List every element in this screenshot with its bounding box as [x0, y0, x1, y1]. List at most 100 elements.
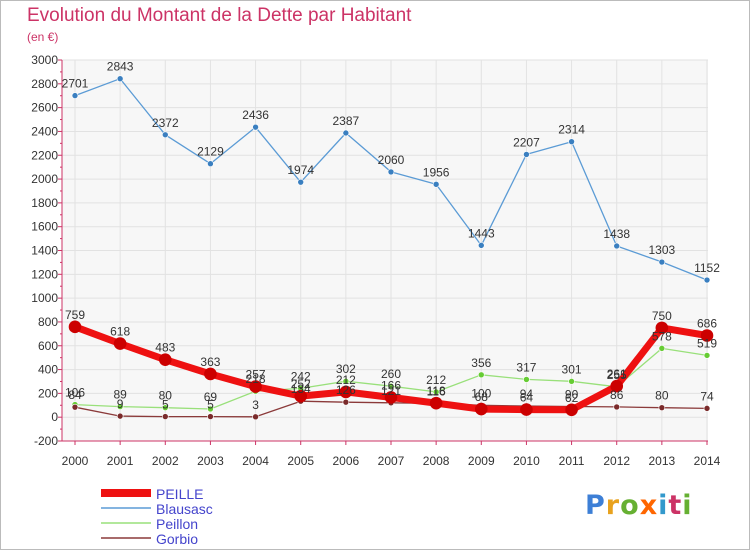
- data-label-peillon: 218: [246, 372, 266, 386]
- data-label-peille: 252: [291, 377, 311, 391]
- data-point-peillon: [658, 345, 666, 352]
- data-point-peillon: [116, 403, 124, 410]
- data-label-peille: 64: [520, 391, 534, 405]
- data-label-gorbio: 126: [336, 383, 356, 397]
- data-label-gorbio: 116: [427, 384, 446, 398]
- x-tick-label: 2005: [287, 454, 314, 468]
- data-point-gorbio: [342, 398, 350, 406]
- data-label-peille: 618: [110, 325, 130, 339]
- data-point-gorbio: [71, 403, 79, 411]
- data-label-blausasc: 2207: [513, 135, 540, 149]
- data-point-peille: [474, 402, 488, 416]
- data-point-peillon: [523, 376, 530, 383]
- data-point-peille: [68, 320, 82, 334]
- data-label-peille: 62: [565, 391, 579, 405]
- data-label-peillon: 255: [607, 368, 627, 382]
- data-label-gorbio: 5: [207, 398, 214, 412]
- legend-label-blausasc: Blausasc: [156, 501, 213, 517]
- data-label-peillon: 212: [426, 373, 446, 387]
- data-label-blausasc: 1956: [423, 165, 450, 179]
- data-point-blausasc: [297, 178, 305, 186]
- data-point-peillon: [342, 377, 350, 385]
- data-point-blausasc: [342, 129, 350, 137]
- data-label-blausasc: 1974: [287, 163, 314, 177]
- data-point-peille: [565, 403, 578, 417]
- legend-label-peillon: Peillon: [156, 516, 198, 532]
- data-label-peillon: 519: [697, 336, 717, 350]
- data-point-gorbio: [658, 404, 666, 411]
- data-point-peille: [294, 389, 308, 403]
- data-point-blausasc: [252, 123, 259, 131]
- data-point-blausasc: [523, 151, 530, 158]
- data-label-gorbio: 121: [381, 384, 401, 398]
- data-point-blausasc: [207, 160, 214, 168]
- data-label-peillon: 80: [159, 389, 173, 403]
- x-tick-label: 2004: [242, 454, 269, 468]
- data-point-gorbio: [703, 405, 711, 412]
- y-tick-label: 600: [38, 339, 58, 353]
- data-label-peillon: 356: [471, 356, 491, 370]
- data-point-gorbio: [116, 412, 124, 420]
- data-label-peillon: 301: [562, 362, 582, 376]
- x-tick-label: 2000: [62, 454, 89, 468]
- data-label-peille: 759: [65, 308, 85, 322]
- x-tick-label: 2010: [513, 454, 540, 468]
- data-point-blausasc: [568, 138, 575, 145]
- y-tick-label: 1600: [31, 220, 58, 234]
- y-tick-label: 2400: [31, 124, 58, 138]
- x-tick-label: 2007: [378, 454, 405, 468]
- data-label-peillon: 106: [65, 386, 85, 400]
- data-label-peille: 363: [200, 355, 220, 369]
- data-label-blausasc: 2436: [242, 108, 269, 122]
- y-tick-label: 1800: [31, 196, 58, 210]
- data-label-peillon: 69: [204, 390, 218, 404]
- data-label-blausasc: 1443: [468, 226, 495, 240]
- data-label-peille: 686: [697, 317, 717, 331]
- x-tick-label: 2012: [603, 454, 630, 468]
- x-tick-label: 2008: [423, 454, 450, 468]
- y-tick-label: 2600: [31, 101, 58, 115]
- data-label-blausasc: 2372: [152, 116, 179, 130]
- data-label-peillon: 317: [516, 360, 536, 374]
- data-label-peille: 118: [427, 384, 446, 398]
- data-point-gorbio: [613, 403, 621, 411]
- data-label-gorbio: 100: [471, 386, 491, 400]
- data-point-peille: [520, 403, 533, 416]
- data-label-blausasc: 2843: [107, 60, 134, 74]
- data-label-blausasc: 1303: [649, 243, 676, 257]
- y-tick-label: 1000: [31, 291, 58, 305]
- data-label-peille: 483: [155, 341, 175, 355]
- data-label-gorbio: 3: [252, 398, 259, 412]
- data-label-peille: 257: [246, 368, 266, 382]
- legend-label-peille: PEILLE: [156, 486, 203, 502]
- proxiti-logo: Proxiti: [585, 490, 693, 521]
- data-point-gorbio: [161, 413, 169, 420]
- x-tick-label: 2001: [107, 454, 134, 468]
- data-point-peillon: [387, 382, 395, 390]
- data-point-blausasc: [613, 242, 621, 250]
- x-tick-label: 2006: [333, 454, 360, 468]
- data-point-blausasc: [71, 92, 79, 99]
- data-label-gorbio: 94: [520, 387, 534, 401]
- data-point-peillon: [207, 405, 214, 413]
- data-point-blausasc: [477, 242, 485, 249]
- x-tick-label: 2014: [694, 454, 721, 468]
- y-tick-label: -200: [34, 434, 58, 448]
- y-tick-label: 2200: [31, 148, 58, 162]
- data-label-blausasc: 2060: [378, 153, 405, 167]
- data-label-gorbio: 90: [565, 387, 579, 401]
- data-point-peille: [384, 391, 398, 404]
- x-tick-label: 2013: [649, 454, 676, 468]
- chart-title: Evolution du Montant de la Dette par Hab…: [27, 5, 412, 26]
- data-point-blausasc: [703, 276, 711, 284]
- data-point-peillon: [703, 352, 711, 359]
- data-point-peille: [655, 321, 669, 335]
- data-point-peille: [610, 379, 624, 393]
- data-point-peille: [339, 385, 353, 399]
- data-point-peille: [113, 337, 127, 350]
- y-tick-label: 2800: [31, 77, 58, 91]
- legend-label-gorbio: Gorbio: [156, 531, 198, 547]
- data-label-peillon: 242: [291, 369, 311, 383]
